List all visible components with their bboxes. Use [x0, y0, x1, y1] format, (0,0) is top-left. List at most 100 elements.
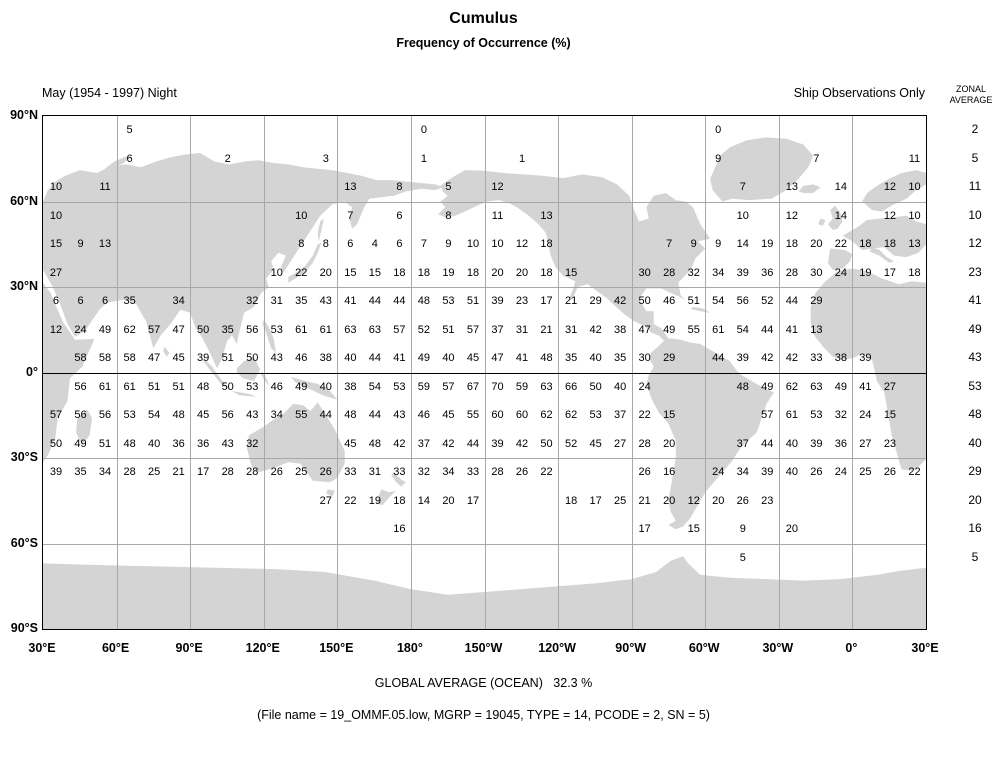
grid-value: 35	[295, 295, 308, 308]
grid-value: 55	[295, 409, 308, 422]
grid-value: 57	[761, 409, 774, 422]
grid-value: 47	[638, 323, 651, 336]
grid-value: 20	[810, 238, 823, 251]
grid-value: 26	[883, 466, 897, 479]
land-shape	[710, 137, 814, 202]
grid-value: 41	[859, 380, 872, 393]
grid-value: 13	[540, 209, 553, 222]
grid-value: 8	[396, 181, 403, 194]
grid-value: 50	[221, 380, 234, 393]
grid-value: 63	[368, 323, 381, 336]
grid-value: 35	[221, 323, 234, 336]
grid-value: 43	[246, 409, 259, 422]
grid-value: 54	[736, 323, 749, 336]
grid-value: 51	[98, 437, 112, 450]
grid-value: 61	[319, 323, 332, 336]
land-shape	[262, 319, 276, 353]
file-info-label: (File name = 19_OMMF.05.low, MGRP = 1904…	[257, 708, 710, 722]
grid-value: 48	[368, 437, 381, 450]
grid-value: 28	[123, 466, 136, 479]
grid-value: 35	[123, 295, 136, 308]
grid-value: 7	[666, 238, 673, 251]
lon-tick-label: 30°E	[911, 641, 939, 655]
grid-value: 44	[368, 409, 381, 422]
grid-value: 30	[810, 266, 823, 279]
grid-value: 45	[197, 409, 210, 422]
grid-value: 10	[466, 238, 480, 251]
grid-value: 5	[739, 551, 746, 564]
lat-tick-label: 90°S	[10, 621, 38, 635]
grid-value: 53	[246, 380, 259, 393]
grid-value: 1	[518, 152, 526, 165]
grid-value: 43	[270, 352, 283, 365]
lat-tick-label: 30°N	[10, 279, 38, 293]
grid-value: 32	[417, 466, 431, 479]
grid-value: 41	[344, 295, 357, 308]
grid-value: 12	[785, 209, 798, 222]
grid-value: 18	[908, 266, 921, 279]
grid-value: 56	[74, 409, 87, 422]
grid-value: 9	[739, 523, 746, 536]
grid-value: 48	[540, 352, 553, 365]
grid-value: 48	[344, 409, 357, 422]
grid-value: 5	[445, 181, 452, 194]
grid-value: 28	[785, 266, 798, 279]
grid-value: 0	[715, 124, 722, 137]
grid-value: 29	[663, 352, 676, 365]
zonal-average-value: 20	[968, 492, 982, 507]
grid-value: 21	[172, 466, 185, 479]
grid-value: 53	[442, 295, 455, 308]
grid-value: 17	[197, 466, 210, 479]
grid-value: 35	[74, 466, 87, 479]
zonal-average-value: 23	[968, 264, 982, 279]
land-shape	[326, 489, 335, 497]
grid-value: 14	[834, 209, 847, 222]
grid-value: 10	[736, 209, 749, 222]
zonal-average-value: 43	[968, 350, 982, 365]
zonal-average-value: 5	[971, 549, 979, 564]
lon-tick-label: 60°E	[101, 641, 130, 655]
grid-value: 17	[589, 494, 602, 507]
grid-value: 18	[883, 238, 897, 251]
grid-value: 22	[638, 409, 651, 422]
grid-value: 61	[785, 409, 798, 422]
grid-value: 39	[810, 437, 823, 450]
grid-value: 13	[810, 323, 823, 336]
grid-value: 10	[270, 266, 283, 279]
grid-value: 52	[761, 295, 774, 308]
parallel-gridline	[43, 543, 926, 545]
grid-value: 31	[515, 323, 529, 336]
grid-value: 16	[663, 466, 676, 479]
grid-value: 70	[491, 380, 504, 393]
land-shape	[818, 218, 826, 226]
period-label: May (1954 - 1997) Night	[42, 86, 177, 100]
grid-value: 31	[368, 466, 381, 479]
lat-tick-label: 30°S	[10, 450, 38, 464]
grid-value: 41	[393, 352, 406, 365]
grid-value: 5	[126, 124, 133, 137]
grid-value: 34	[736, 466, 749, 479]
grid-value: 28	[638, 437, 651, 450]
grid-value: 40	[319, 380, 332, 393]
grid-value: 20	[491, 266, 504, 279]
grid-value: 47	[172, 323, 185, 336]
lat-tick-label: 60°S	[10, 535, 38, 550]
grid-value: 48	[417, 295, 431, 308]
grid-value: 24	[834, 266, 847, 279]
grid-value: 60	[515, 409, 529, 422]
grid-value: 12	[515, 238, 529, 251]
grid-value: 33	[393, 466, 406, 479]
grid-value: 18	[393, 494, 406, 507]
grid-value: 18	[859, 238, 872, 251]
lat-tick-label: 0°	[26, 364, 38, 379]
land-shape	[690, 307, 711, 313]
grid-value: 6	[347, 238, 354, 251]
grid-value: 24	[74, 323, 87, 336]
grid-value: 49	[74, 437, 87, 450]
grid-value: 10	[908, 181, 921, 194]
grid-value: 9	[715, 238, 722, 251]
grid-value: 49	[417, 352, 431, 365]
grid-value: 26	[515, 466, 529, 479]
equator-gridline	[43, 372, 926, 374]
grid-value: 41	[515, 352, 529, 365]
